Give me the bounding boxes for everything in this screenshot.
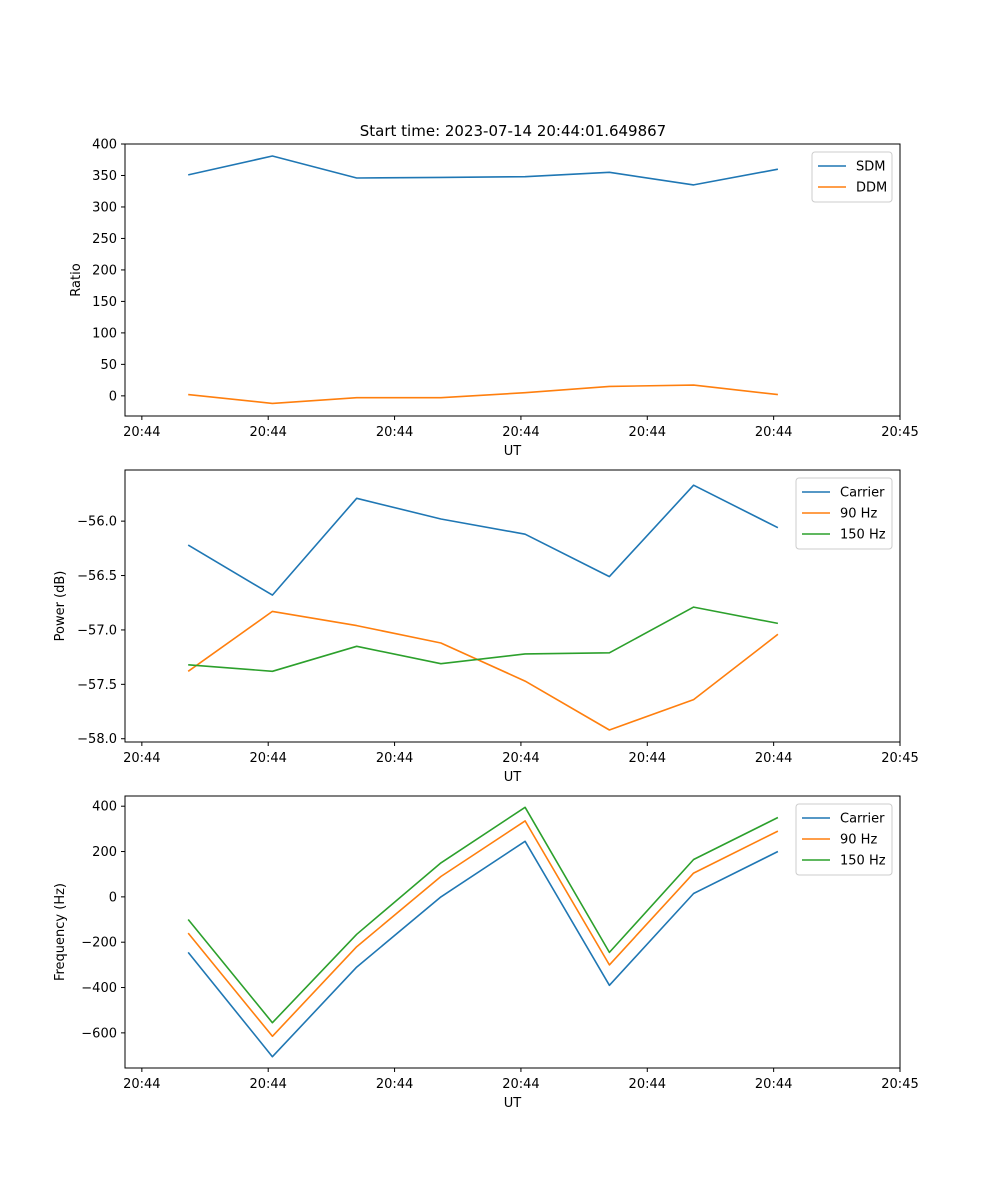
legend-box: [795, 803, 893, 876]
y-tick-label: −56.5: [77, 569, 117, 584]
y-tick-label: 50: [100, 358, 117, 373]
legend: SDM DDM: [811, 151, 893, 203]
y-tick-label: −600: [81, 1026, 117, 1041]
y-tick-label: 300: [92, 200, 117, 215]
axes-frame: [124, 143, 901, 417]
legend: Carrier 90 Hz 150 Hz: [795, 477, 893, 550]
legend-box: [795, 477, 893, 550]
series-line-90-hz: [187, 610, 779, 731]
x-tick-label: 20:44: [123, 751, 160, 766]
y-tick-label: −57.5: [77, 678, 117, 693]
x-tick-label: 20:44: [376, 751, 413, 766]
x-tick-label: 20:44: [629, 425, 666, 440]
series-line-150-hz: [188, 606, 779, 673]
x-tick-label: 20:44: [502, 1077, 539, 1092]
x-tick-label: 20:44: [123, 1077, 160, 1092]
y-axis-label: Power (dB): [53, 571, 68, 642]
y-tick-label: 200: [92, 845, 117, 860]
legend-label: SDM: [856, 160, 885, 175]
x-tick-label: 20:44: [629, 1077, 666, 1092]
x-axis-label: UT: [504, 1096, 522, 1111]
x-tick-label: 20:44: [376, 1077, 413, 1092]
y-tick-label: 150: [92, 295, 117, 310]
legend-label: 90 Hz: [840, 507, 877, 522]
x-tick-label: 20:44: [629, 751, 666, 766]
x-tick-label: 20:45: [881, 1077, 918, 1092]
series-line-carrier: [187, 840, 779, 1058]
x-tick-label: 20:44: [123, 425, 160, 440]
series-line-150-hz: [187, 806, 779, 1024]
charts-container: 20:44 20:44 20:44 20:44 20:44 20:44 20:45 0 50 10…: [53, 138, 919, 1112]
y-tick-label: 400: [92, 800, 117, 815]
legend-label: 90 Hz: [840, 833, 877, 848]
y-tick-label: −58.0: [77, 732, 117, 747]
x-tick-label: 20:44: [755, 751, 792, 766]
x-tick-label: 20:44: [502, 751, 539, 766]
x-tick-label: 20:44: [249, 1077, 286, 1092]
y-tick-label: 0: [109, 389, 117, 404]
x-tick-label: 20:44: [755, 425, 792, 440]
y-tick-label: −200: [81, 936, 117, 951]
y-tick-label: 250: [92, 232, 117, 247]
y-tick-label: 100: [92, 326, 117, 341]
x-axis-label: UT: [504, 770, 522, 785]
x-tick-label: 20:45: [881, 751, 918, 766]
legend-box: [811, 151, 893, 203]
y-axis-label: Ratio: [69, 263, 84, 296]
x-tick-label: 20:44: [755, 1077, 792, 1092]
y-tick-label: −56.0: [77, 515, 117, 530]
legend-label: Carrier: [840, 812, 885, 827]
x-tick-label: 20:44: [249, 751, 286, 766]
chart-panel-3: 20:44 20:44 20:44 20:44 20:44 20:44 20:45 −600 −…: [53, 795, 919, 1111]
axes-frame: [124, 795, 901, 1069]
legend: Carrier 90 Hz 150 Hz: [795, 803, 893, 876]
x-axis-label: UT: [504, 444, 522, 459]
x-tick-label: 20:44: [502, 425, 539, 440]
legend-label: 150 Hz: [840, 528, 886, 543]
legend-label: 150 Hz: [840, 854, 886, 869]
y-tick-label: 350: [92, 169, 117, 184]
series-line-carrier: [187, 484, 779, 596]
series-line-90-hz: [187, 820, 779, 1038]
chart-panel-1: 20:44 20:44 20:44 20:44 20:44 20:44 20:45 0 50 10…: [69, 138, 919, 460]
x-tick-label: 20:44: [249, 425, 286, 440]
y-tick-label: −57.0: [77, 623, 117, 638]
y-tick-label: −400: [81, 981, 117, 996]
y-axis-label: Frequency (Hz): [53, 883, 68, 981]
y-tick-label: 200: [92, 263, 117, 278]
series-line-sdm: [188, 155, 779, 186]
axes-frame: [124, 469, 901, 743]
legend-label: Carrier: [840, 486, 885, 501]
x-tick-label: 20:45: [881, 425, 918, 440]
x-tick-label: 20:44: [376, 425, 413, 440]
y-tick-label: 400: [92, 138, 117, 153]
figure-title: Start time: 2023-07-14 20:44:01.649867: [360, 122, 666, 140]
chart-panel-2: 20:44 20:44 20:44 20:44 20:44 20:44 20:45 −58.0…: [53, 469, 919, 785]
legend-label: DDM: [856, 181, 887, 196]
series-line-ddm: [188, 384, 778, 405]
y-tick-label: 0: [109, 890, 117, 905]
